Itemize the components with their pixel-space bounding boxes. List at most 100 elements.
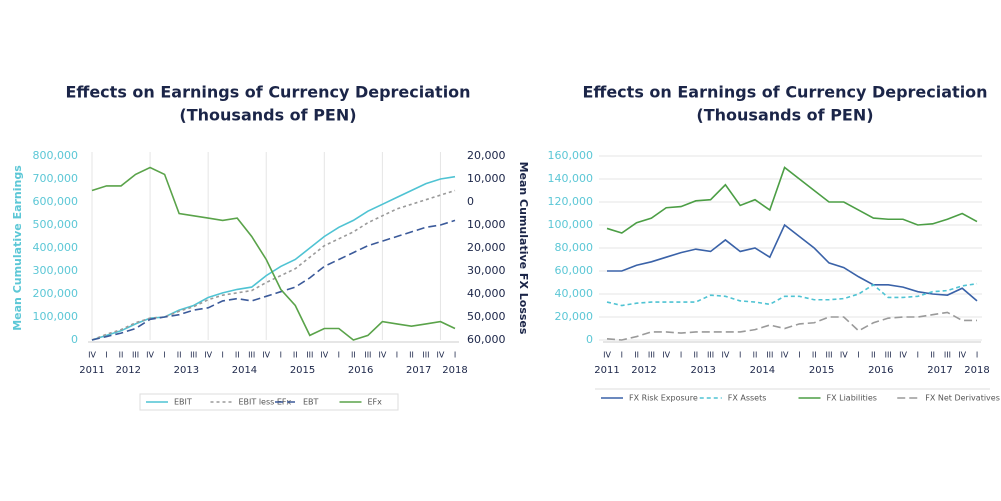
x-tick-label: I xyxy=(917,351,919,360)
x-tick-label: II xyxy=(634,351,639,360)
series-line xyxy=(606,311,977,341)
legend-label: EFx xyxy=(368,398,383,407)
x-tick-label: II xyxy=(753,351,758,360)
y2-tick-label: 30,000 xyxy=(467,264,506,277)
x-year-label: 2012 xyxy=(631,365,656,376)
x-tick-label: IV xyxy=(88,351,96,360)
x-tick-label: IV xyxy=(603,351,611,360)
x-tick-label: III xyxy=(885,351,892,360)
y-tick-label: 200,000 xyxy=(33,287,79,300)
y-tick-label: 20,000 xyxy=(555,310,594,323)
chart-title: Effects on Earnings of Currency Deprecia… xyxy=(65,83,470,102)
y-tick-label: 100,000 xyxy=(548,218,594,231)
x-tick-label: II xyxy=(930,351,935,360)
x-year-label: 2012 xyxy=(116,365,141,376)
series-line xyxy=(91,175,456,341)
legend-label: FX Liabilities xyxy=(827,394,877,403)
y-tick-label: 160,000 xyxy=(548,149,594,162)
x-tick-label: IV xyxy=(320,351,328,360)
x-tick-label: IV xyxy=(662,351,670,360)
x-tick-label: I xyxy=(280,351,282,360)
x-tick-label: III xyxy=(825,351,832,360)
legend-label: FX Assets xyxy=(728,394,767,403)
y-tick-label: 800,000 xyxy=(33,149,79,162)
x-tick-label: III xyxy=(132,351,139,360)
x-tick-label: III xyxy=(648,351,655,360)
x-tick-label: IV xyxy=(781,351,789,360)
series-line xyxy=(606,282,978,307)
x-year-label: 2013 xyxy=(690,365,715,376)
y2-tick-label: 40,000 xyxy=(467,287,506,300)
y-axis-title: Mean Cumulative Earnings xyxy=(11,165,24,331)
chart-title: (Thousands of PEN) xyxy=(696,106,873,125)
series-line xyxy=(91,166,456,341)
x-year-label: 2017 xyxy=(927,365,952,376)
y-tick-label: 700,000 xyxy=(33,172,79,185)
chart-title: Effects on Earnings of Currency Deprecia… xyxy=(582,83,987,102)
legend-label: EBT xyxy=(303,398,319,407)
legend-label: FX Risk Exposure xyxy=(629,394,698,403)
series-line xyxy=(91,189,456,341)
y-tick-label: 40,000 xyxy=(555,287,594,300)
y-tick-label: 300,000 xyxy=(33,264,79,277)
x-tick-label: III xyxy=(306,351,313,360)
x-year-label: 2017 xyxy=(406,365,431,376)
y-tick-label: 120,000 xyxy=(548,195,594,208)
x-tick-label: IV xyxy=(262,351,270,360)
x-year-label: 2016 xyxy=(868,365,893,376)
x-year-label: 2016 xyxy=(348,365,373,376)
x-year-label: 2018 xyxy=(964,365,989,376)
x-tick-label: II xyxy=(177,351,182,360)
x-year-label: 2011 xyxy=(79,365,104,376)
x-tick-label: IV xyxy=(378,351,386,360)
x-tick-label: IV xyxy=(958,351,966,360)
y-tick-label: 140,000 xyxy=(548,172,594,185)
y2-tick-label: 50,000 xyxy=(467,310,506,323)
x-tick-label: I xyxy=(976,351,978,360)
x-tick-label: I xyxy=(396,351,398,360)
legend-label: FX Net Derivatives xyxy=(925,394,1000,403)
x-year-label: 2011 xyxy=(594,365,619,376)
x-year-label: 2014 xyxy=(750,365,775,376)
x-tick-label: I xyxy=(798,351,800,360)
x-year-label: 2014 xyxy=(232,365,257,376)
x-tick-label: III xyxy=(422,351,429,360)
x-tick-label: III xyxy=(248,351,255,360)
y2-tick-label: 10,000 xyxy=(467,172,506,185)
x-tick-label: I xyxy=(222,351,224,360)
y-tick-label: 0 xyxy=(71,333,78,346)
y2-tick-label: 20,000 xyxy=(467,241,506,254)
x-tick-label: IV xyxy=(840,351,848,360)
x-year-label: 2015 xyxy=(809,365,834,376)
y2-tick-label: 20,000 xyxy=(467,149,506,162)
x-tick-label: II xyxy=(351,351,356,360)
legend-box xyxy=(139,393,399,411)
x-tick-label: IV xyxy=(721,351,729,360)
x-tick-label: I xyxy=(338,351,340,360)
x-tick-label: III xyxy=(766,351,773,360)
x-year-label: 2013 xyxy=(174,365,199,376)
x-tick-label: III xyxy=(364,351,371,360)
series-line xyxy=(606,166,978,234)
y-tick-label: 500,000 xyxy=(33,218,79,231)
x-tick-label: II xyxy=(293,351,298,360)
y2-tick-label: 60,000 xyxy=(467,333,506,346)
y-tick-label: 600,000 xyxy=(33,195,79,208)
legend-label: EBIT less EFx xyxy=(239,398,292,407)
x-tick-label: IV xyxy=(204,351,212,360)
y2-tick-label: 0 xyxy=(467,195,474,208)
x-tick-label: II xyxy=(235,351,240,360)
x-tick-label: IV xyxy=(146,351,154,360)
x-year-label: 2015 xyxy=(290,365,315,376)
series-line xyxy=(607,223,978,302)
y-tick-label: 0 xyxy=(586,333,593,346)
x-tick-label: I xyxy=(163,351,165,360)
series-line xyxy=(91,219,456,341)
x-tick-label: I xyxy=(739,351,741,360)
x-tick-label: III xyxy=(707,351,714,360)
y2-axis-title: Mean Cumulative FX Losses xyxy=(517,162,530,335)
y-tick-label: 400,000 xyxy=(33,241,79,254)
y2-tick-label: 10,000 xyxy=(467,218,506,231)
x-tick-label: IV xyxy=(899,351,907,360)
